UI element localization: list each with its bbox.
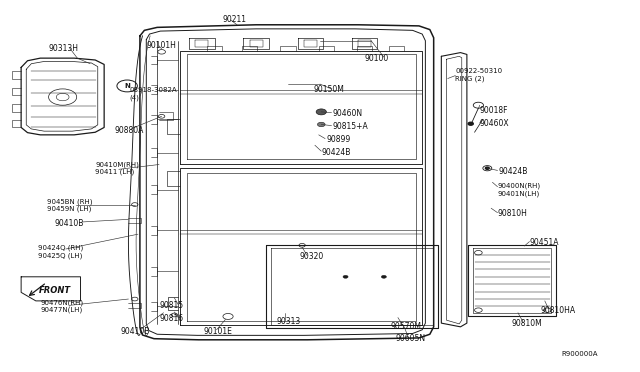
Text: 90101H: 90101H: [147, 41, 176, 50]
Text: 90460N: 90460N: [333, 109, 363, 118]
Circle shape: [468, 122, 473, 125]
Text: 90810HA: 90810HA: [540, 306, 575, 315]
Circle shape: [381, 275, 387, 278]
Text: 90410M(RH)
90411 (LH): 90410M(RH) 90411 (LH): [95, 161, 139, 175]
Text: 90810H: 90810H: [497, 209, 527, 218]
Text: 90605N: 90605N: [396, 334, 426, 343]
Text: 90460X: 90460X: [479, 119, 509, 128]
Text: 90815: 90815: [159, 301, 183, 310]
Text: 90101E: 90101E: [204, 327, 233, 336]
Circle shape: [485, 167, 489, 169]
Text: 90313H: 90313H: [49, 44, 79, 53]
Text: 90100: 90100: [365, 54, 389, 62]
Text: R900000A: R900000A: [561, 350, 598, 356]
Circle shape: [316, 109, 326, 115]
Text: 90810M: 90810M: [511, 319, 542, 328]
Text: 90313: 90313: [276, 317, 301, 326]
Circle shape: [343, 275, 348, 278]
Text: 90400N(RH)
90401N(LH): 90400N(RH) 90401N(LH): [497, 183, 541, 197]
Text: 90424B: 90424B: [322, 148, 351, 157]
Text: 90424Q (RH)
90425Q (LH): 90424Q (RH) 90425Q (LH): [38, 245, 83, 259]
Text: 90211: 90211: [223, 15, 247, 24]
Text: 90899: 90899: [326, 135, 351, 144]
Text: 9045BN (RH)
90459N (LH): 9045BN (RH) 90459N (LH): [47, 198, 92, 212]
Text: 90320: 90320: [300, 252, 324, 261]
Text: 90451A: 90451A: [529, 238, 559, 247]
Circle shape: [317, 122, 325, 127]
Text: 90150M: 90150M: [314, 85, 344, 94]
Text: 90476N(RH)
90477N(LH): 90476N(RH) 90477N(LH): [40, 299, 83, 314]
Text: N: N: [124, 83, 130, 89]
Text: 00922-50310
RING (2): 00922-50310 RING (2): [456, 68, 502, 81]
Text: 90424B: 90424B: [499, 167, 528, 176]
Text: 08918-3082A
(4): 08918-3082A (4): [130, 87, 177, 101]
Text: 90018F: 90018F: [479, 106, 508, 115]
Text: 90880A: 90880A: [115, 126, 144, 135]
Text: 90570M: 90570M: [390, 322, 421, 331]
Text: FRONT: FRONT: [39, 286, 71, 295]
Text: 90815+A: 90815+A: [333, 122, 369, 131]
Text: 90816: 90816: [159, 314, 183, 323]
Text: 90410B: 90410B: [121, 327, 150, 336]
Text: 90410B: 90410B: [55, 219, 84, 228]
